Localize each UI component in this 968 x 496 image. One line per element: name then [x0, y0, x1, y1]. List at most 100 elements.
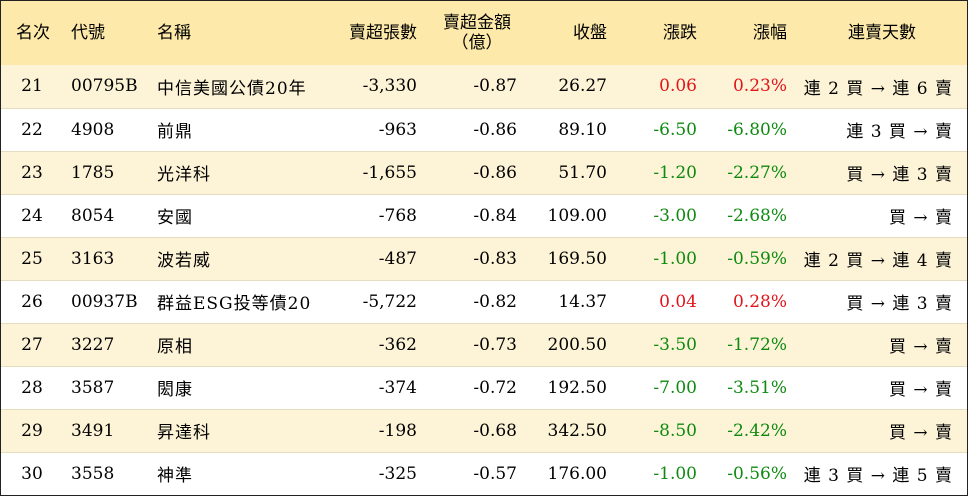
cell-sell-amount: -0.57 — [427, 451, 527, 495]
cell-code: 3491 — [65, 408, 145, 452]
cell-rank: 21 — [21, 76, 43, 97]
header-sell-lots: 賣超張數 — [349, 23, 417, 43]
cell-consecutive-days: 買 → 賣 — [797, 365, 967, 409]
cell-change: -8.50 — [617, 408, 707, 452]
cell-consecutive-days: 連 2 買 → 連 6 賣 — [803, 78, 953, 99]
cell-name: 原相 — [145, 322, 323, 366]
cell-rank: 26 — [1, 279, 65, 323]
cell-consecutive-days: 買 → 賣 — [797, 408, 967, 452]
cell-rank: 30 — [1, 451, 65, 495]
cell-sell-amount: -0.68 — [427, 408, 527, 452]
cell-sell-lots: -963 — [323, 107, 427, 151]
cell-sell-amount: -0.87 — [473, 76, 517, 97]
cell-name: 神準 — [145, 451, 323, 495]
cell-pct: -2.68% — [707, 193, 797, 237]
cell-pct: -3.51% — [707, 365, 797, 409]
cell-consecutive-days: 買 → 連 3 賣 — [797, 279, 967, 323]
header-change: 漲跌 — [663, 23, 697, 43]
header-name: 名稱 — [157, 23, 191, 43]
cell-name: 光洋科 — [145, 150, 323, 194]
cell-sell-amount: -0.72 — [427, 365, 527, 409]
cell-change: 0.06 — [659, 76, 697, 97]
cell-change: -6.50 — [617, 107, 707, 151]
cell-sell-lots: -362 — [323, 322, 427, 366]
cell-rank: 27 — [1, 322, 65, 366]
cell-sell-amount: -0.86 — [427, 150, 527, 194]
cell-rank: 29 — [1, 408, 65, 452]
header-close: 收盤 — [573, 23, 607, 43]
table-row: 23 1785 光洋科 -1,655 -0.86 51.70 -1.20 -2.… — [1, 150, 967, 194]
cell-consecutive-days: 連 3 買 → 連 5 賣 — [797, 451, 967, 495]
cell-sell-lots: -374 — [323, 365, 427, 409]
table-row: 21 00795B 中信美國公債20年 -3,330 -0.87 26.27 0… — [1, 65, 967, 108]
cell-rank: 28 — [1, 365, 65, 409]
header-pct: 漲幅 — [753, 23, 787, 43]
cell-change: 0.04 — [617, 279, 707, 323]
cell-rank: 24 — [1, 193, 65, 237]
header-sell-amount-line2: （億） — [451, 33, 503, 53]
cell-name: 波若威 — [145, 236, 323, 280]
cell-change: -3.00 — [617, 193, 707, 237]
cell-change: -1.20 — [617, 150, 707, 194]
table-row: 30 3558 神準 -325 -0.57 176.00 -1.00 -0.56… — [1, 451, 967, 495]
cell-sell-amount: -0.84 — [427, 193, 527, 237]
cell-change: -3.50 — [617, 322, 707, 366]
cell-code: 3163 — [65, 236, 145, 280]
cell-close: 192.50 — [527, 365, 617, 409]
table-header: 名次 代號 名稱 賣超張數 賣超金額 （億） 收盤 漲跌 漲幅 連賣天數 — [1, 1, 967, 65]
cell-change: -1.00 — [617, 451, 707, 495]
cell-close: 200.50 — [527, 322, 617, 366]
cell-close: 109.00 — [527, 193, 617, 237]
cell-name: 昇達科 — [145, 408, 323, 452]
cell-close: 51.70 — [527, 150, 617, 194]
cell-sell-amount: -0.73 — [427, 322, 527, 366]
cell-pct: 0.23% — [732, 76, 787, 97]
cell-sell-amount: -0.83 — [427, 236, 527, 280]
cell-close: 342.50 — [527, 408, 617, 452]
cell-consecutive-days: 連 2 買 → 連 4 賣 — [797, 236, 967, 280]
cell-code: 8054 — [65, 193, 145, 237]
cell-name: 群益ESG投等債20 — [145, 279, 323, 323]
cell-close: 176.00 — [527, 451, 617, 495]
table-row: 28 3587 閎康 -374 -0.72 192.50 -7.00 -3.51… — [1, 365, 967, 409]
cell-close: 26.27 — [558, 76, 607, 97]
cell-sell-lots: -3,330 — [362, 76, 417, 97]
cell-pct: -0.59% — [707, 236, 797, 280]
cell-pct: -2.42% — [707, 408, 797, 452]
cell-sell-amount: -0.82 — [427, 279, 527, 323]
cell-name: 閎康 — [145, 365, 323, 409]
cell-name: 中信美國公債20年 — [157, 78, 307, 99]
cell-pct: 0.28% — [707, 279, 797, 323]
cell-code: 3558 — [65, 451, 145, 495]
table-row: 27 3227 原相 -362 -0.73 200.50 -3.50 -1.72… — [1, 322, 967, 366]
table-body: 21 00795B 中信美國公債20年 -3,330 -0.87 26.27 0… — [1, 65, 967, 495]
cell-code: 3587 — [65, 365, 145, 409]
cell-change: -7.00 — [617, 365, 707, 409]
cell-rank: 25 — [1, 236, 65, 280]
cell-sell-lots: -487 — [323, 236, 427, 280]
cell-code: 4908 — [65, 107, 145, 151]
cell-code: 00795B — [71, 76, 138, 97]
table-row: 24 8054 安國 -768 -0.84 109.00 -3.00 -2.68… — [1, 193, 967, 237]
cell-pct: -6.80% — [707, 107, 797, 151]
cell-sell-lots: -768 — [323, 193, 427, 237]
cell-consecutive-days: 買 → 賣 — [797, 193, 967, 237]
header-sell-amount-line1: 賣超金額 — [443, 13, 511, 33]
cell-sell-lots: -198 — [323, 408, 427, 452]
cell-name: 安國 — [145, 193, 323, 237]
table-row: 22 4908 前鼎 -963 -0.86 89.10 -6.50 -6.80%… — [1, 107, 967, 151]
header-row: 名次 代號 名稱 賣超張數 賣超金額 （億） 收盤 漲跌 漲幅 連賣天數 — [1, 1, 967, 65]
cell-name: 前鼎 — [145, 107, 323, 151]
cell-change: -1.00 — [617, 236, 707, 280]
header-code: 代號 — [71, 23, 105, 43]
cell-sell-amount: -0.86 — [427, 107, 527, 151]
cell-pct: -1.72% — [707, 322, 797, 366]
cell-sell-lots: -5,722 — [323, 279, 427, 323]
cell-code: 00937B — [65, 279, 145, 323]
cell-code: 1785 — [65, 150, 145, 194]
header-consecutive-days: 連賣天數 — [848, 23, 916, 43]
cell-sell-lots: -325 — [323, 451, 427, 495]
header-rank: 名次 — [16, 23, 50, 43]
cell-rank: 23 — [1, 150, 65, 194]
